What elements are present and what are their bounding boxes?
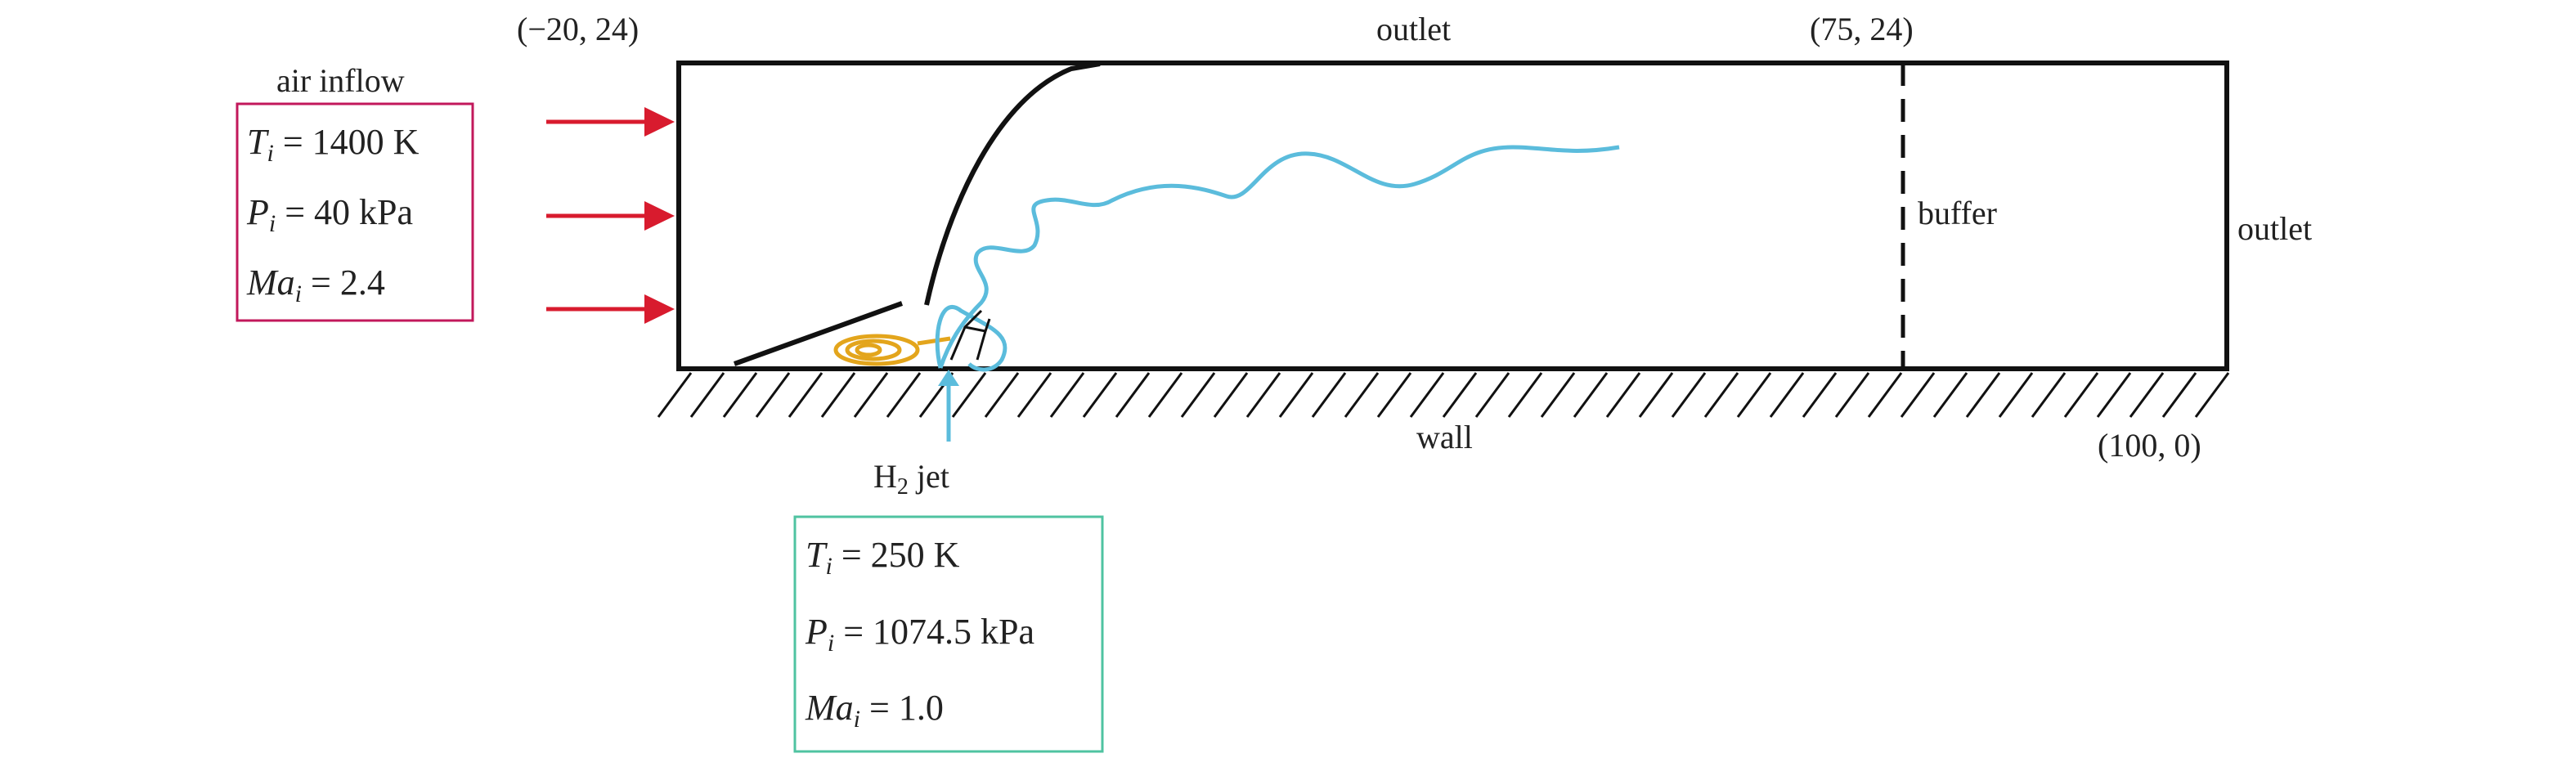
air-param-temperature: Ti = 1400 K: [247, 122, 420, 167]
hatch-line: [1573, 372, 1609, 418]
hatch-line: [1638, 372, 1674, 418]
hatch-line: [1802, 372, 1838, 418]
h2-jet-label: H2 jet: [873, 458, 949, 500]
hatch-line: [1376, 372, 1412, 418]
hatch-line: [1998, 372, 2034, 418]
jet-arrow-head: [938, 370, 959, 386]
hatch-line: [1900, 372, 1936, 418]
hatch-line: [1932, 372, 1968, 418]
top-left-coordinate: (−20, 24): [517, 11, 639, 47]
air-inflow-label: air inflow: [276, 62, 405, 99]
hatch-line: [1769, 372, 1805, 418]
hatch-line: [788, 372, 824, 418]
hatch-line: [951, 372, 987, 418]
air-param-pressure: Pi = 40 kPa: [246, 192, 413, 237]
hatch-line: [853, 372, 889, 418]
hatch-line: [1409, 372, 1445, 418]
hatch-line: [1180, 372, 1216, 418]
hatch-line: [2063, 372, 2099, 418]
hatch-line: [2161, 372, 2197, 418]
jet-shock-structure: [949, 309, 991, 361]
hatch-line: [2096, 372, 2132, 418]
jet-plume: [938, 145, 1620, 369]
hatch-line: [1115, 372, 1151, 418]
jet-param-mach: Mai = 1.0: [805, 688, 944, 733]
air-params-box: [236, 102, 474, 322]
hatch-line: [1278, 372, 1314, 418]
hatch-line: [886, 372, 922, 418]
hatch-line: [984, 372, 1020, 418]
jet-param-pressure: Pi = 1074.5 kPa: [805, 612, 1034, 657]
hatch-line: [1082, 372, 1118, 418]
bow-shock: [924, 61, 1101, 306]
hatch-line: [722, 372, 758, 418]
jet-param-temperature: Ti = 250 K: [806, 535, 960, 580]
jet-params-box: [793, 515, 1104, 753]
ramp: [733, 301, 904, 366]
hatch-line: [1834, 372, 1870, 418]
buffer-label: buffer: [1918, 195, 1997, 231]
hatch-line: [2194, 372, 2230, 418]
hatch-line: [1703, 372, 1739, 418]
top-right-coordinate: (75, 24): [1810, 11, 1914, 47]
bottom-right-coordinate: (100, 0): [2098, 427, 2201, 464]
hatch-line: [1213, 372, 1249, 418]
wall-hatching: [657, 372, 2230, 418]
right-outlet-label: outlet: [2237, 210, 2312, 247]
hatch-line: [1605, 372, 1641, 418]
hatch-line: [1049, 372, 1085, 418]
hatch-line: [1016, 372, 1052, 418]
hatch-line: [1442, 372, 1478, 418]
hatch-line: [1540, 372, 1576, 418]
hatch-line: [2031, 372, 2067, 418]
recirculation-vortex: [833, 334, 951, 366]
wall-label: wall: [1416, 419, 1473, 455]
hatch-line: [820, 372, 856, 418]
hatch-line: [1736, 372, 1772, 418]
hatch-line: [2129, 372, 2165, 418]
hatch-line: [1311, 372, 1347, 418]
hatch-line: [1671, 372, 1707, 418]
hatch-line: [1867, 372, 1903, 418]
hatch-line: [657, 372, 693, 418]
hatch-line: [689, 372, 725, 418]
inflow-arrows: [546, 107, 675, 324]
top-outlet-label: outlet: [1376, 11, 1451, 47]
hatch-line: [1147, 372, 1183, 418]
hatch-line: [1245, 372, 1281, 418]
hatch-line: [755, 372, 791, 418]
hatch-line: [1474, 372, 1510, 418]
hatch-line: [1507, 372, 1543, 418]
air-param-mach: Mai = 2.4: [246, 262, 385, 307]
jet-bow: [935, 305, 1008, 372]
domain-boundary: [676, 61, 2229, 371]
hatch-line: [1344, 372, 1380, 418]
hatch-line: [1965, 372, 2001, 418]
